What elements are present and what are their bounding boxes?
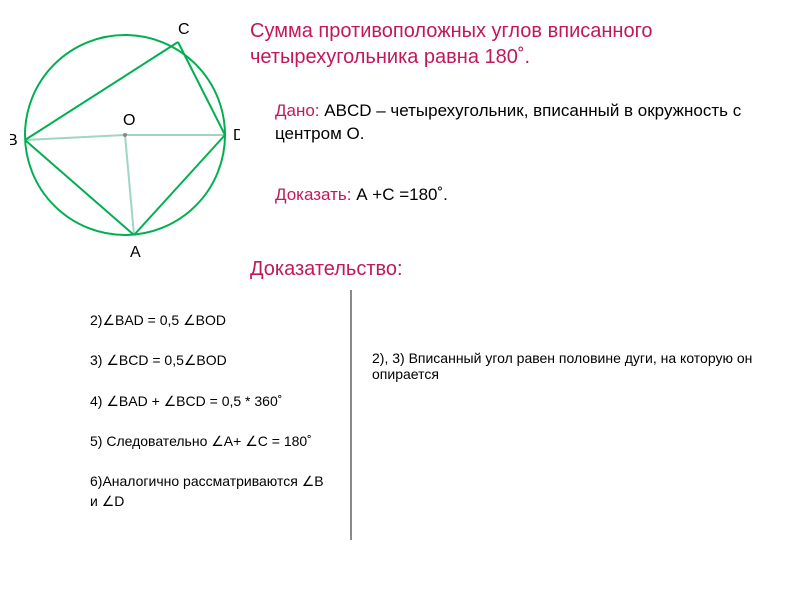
svg-text:O: O xyxy=(123,112,135,129)
theorem-text: Сумма противоположных углов вписанного ч… xyxy=(250,18,790,70)
svg-text:B: B xyxy=(10,132,18,149)
given-label: Дано: xyxy=(275,101,324,120)
step-3: 3) ∠BСD = 0,5∠BOD xyxy=(90,350,335,370)
circle-quadrilateral-svg: A B C D O xyxy=(10,10,240,270)
svg-text:C: C xyxy=(178,21,190,38)
step-2: 2)∠BAD = 0,5 ∠BOD xyxy=(90,310,335,330)
step-6: 6)Аналогично рассматриваются ∠В и ∠D xyxy=(90,471,335,512)
prove-block: Доказать: А +С =180˚. xyxy=(275,185,448,205)
prove-label: Доказать: xyxy=(275,185,356,204)
proof-body: 2)∠BAD = 0,5 ∠BOD 3) ∠BСD = 0,5∠BOD 4) ∠… xyxy=(0,310,800,540)
geometry-diagram: A B C D O xyxy=(10,10,240,270)
reason-2-3: 2), 3) Вписанный угол равен половине дуг… xyxy=(372,350,780,382)
given-text: ABCD – четырехугольник, вписанный в окру… xyxy=(275,101,741,143)
theorem-statement: Сумма противоположных углов вписанного ч… xyxy=(250,18,790,70)
svg-text:A: A xyxy=(130,244,141,261)
proof-title: Доказательство: xyxy=(250,258,403,281)
proof-steps-column: 2)∠BAD = 0,5 ∠BOD 3) ∠BСD = 0,5∠BOD 4) ∠… xyxy=(0,310,350,540)
svg-text:D: D xyxy=(233,127,240,144)
given-block: Дано: ABCD – четырехугольник, вписанный … xyxy=(275,100,790,146)
prove-text: А +С =180˚. xyxy=(356,185,448,204)
step-5: 5) Следовательно ∠А+ ∠С = 180˚ xyxy=(90,431,335,451)
proof-reasons-column: 2), 3) Вписанный угол равен половине дуг… xyxy=(352,310,800,540)
step-4: 4) ∠BAD + ∠BСD = 0,5 * 360˚ xyxy=(90,391,335,411)
